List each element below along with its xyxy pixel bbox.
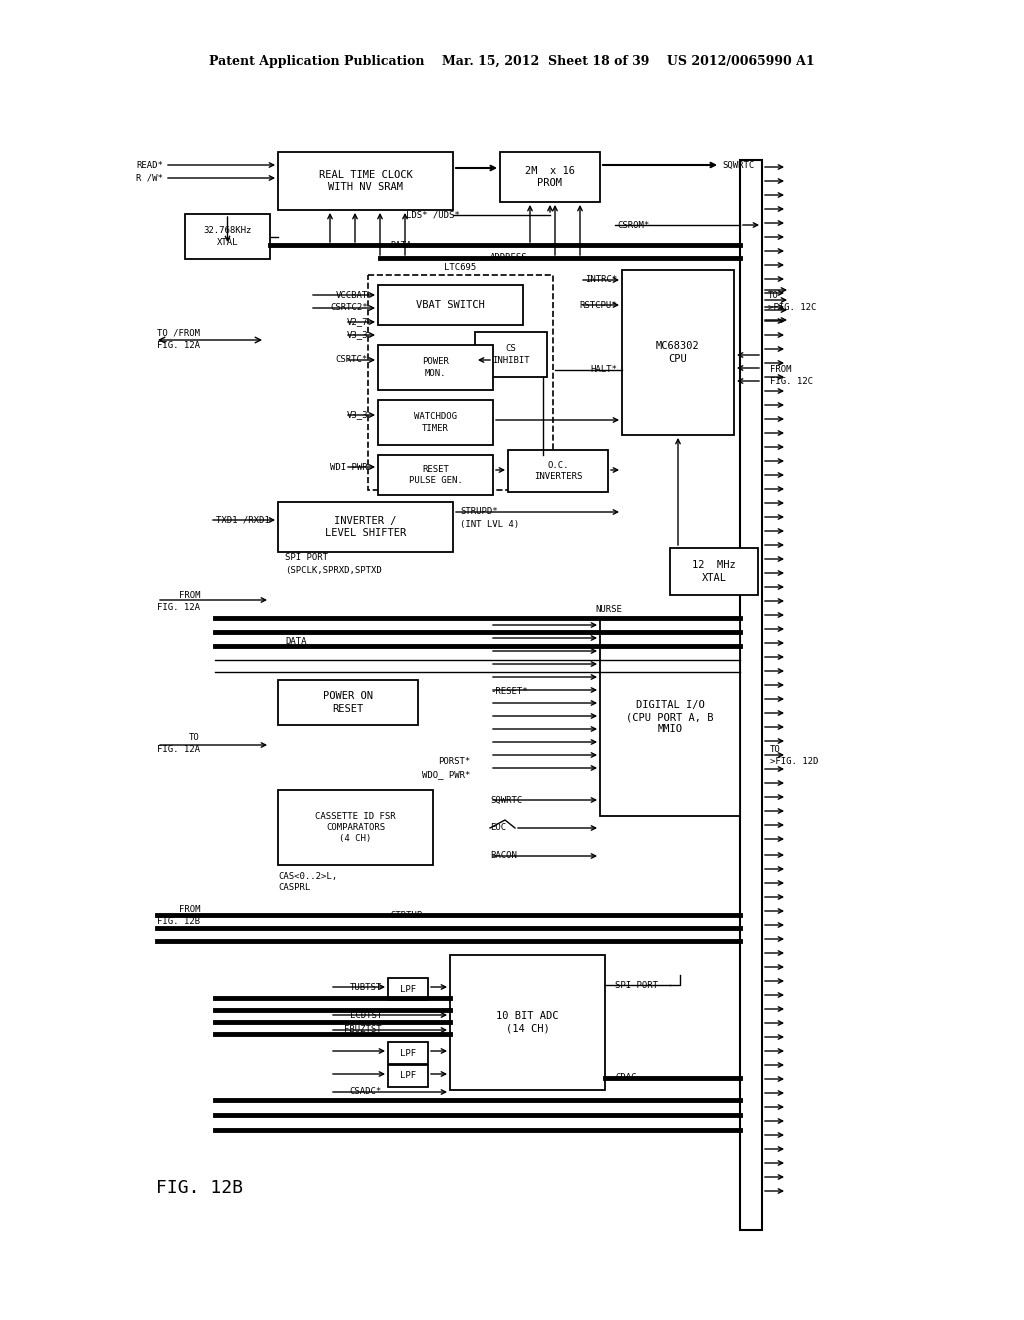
Bar bbox=[388, 978, 428, 1001]
Text: (INT LVL 4): (INT LVL 4) bbox=[460, 520, 519, 528]
Text: TO: TO bbox=[189, 734, 200, 742]
Text: CS
INHIBIT: CS INHIBIT bbox=[493, 345, 529, 364]
Text: PORST*: PORST* bbox=[437, 758, 470, 767]
Text: STRTUP: STRTUP bbox=[390, 911, 422, 920]
Text: LTC695: LTC695 bbox=[444, 263, 476, 272]
Bar bbox=[740, 160, 762, 1230]
Text: FIG. 12A: FIG. 12A bbox=[157, 341, 200, 350]
Text: R /W*: R /W* bbox=[136, 173, 163, 182]
Text: V2_7: V2_7 bbox=[346, 318, 368, 326]
Bar bbox=[450, 954, 605, 1090]
Text: FROM: FROM bbox=[178, 590, 200, 599]
Text: SPI PORT: SPI PORT bbox=[285, 553, 328, 562]
Bar bbox=[622, 271, 734, 436]
Text: LDS* /UDS*: LDS* /UDS* bbox=[407, 210, 460, 219]
Bar bbox=[368, 275, 553, 490]
Bar bbox=[500, 152, 600, 202]
Text: FIG. 12A: FIG. 12A bbox=[157, 602, 200, 611]
Text: REAL TIME CLOCK
WITH NV SRAM: REAL TIME CLOCK WITH NV SRAM bbox=[318, 170, 413, 193]
Text: VBAT SWITCH: VBAT SWITCH bbox=[416, 300, 485, 310]
Text: V3_3: V3_3 bbox=[346, 330, 368, 339]
Text: DIGITAL I/O
(CPU PORT A, B
MMIO: DIGITAL I/O (CPU PORT A, B MMIO bbox=[627, 700, 714, 734]
Text: 10 BIT ADC
(14 CH): 10 BIT ADC (14 CH) bbox=[497, 1011, 559, 1034]
Bar bbox=[378, 455, 493, 495]
Text: DATA: DATA bbox=[285, 638, 306, 647]
Text: MC68302
CPU: MC68302 CPU bbox=[656, 342, 699, 364]
Text: FIG. 12A: FIG. 12A bbox=[157, 746, 200, 755]
Text: HALT*: HALT* bbox=[590, 366, 617, 375]
Text: INVERTER /
LEVEL SHIFTER: INVERTER / LEVEL SHIFTER bbox=[325, 516, 407, 539]
Text: POWER
MON.: POWER MON. bbox=[422, 358, 449, 378]
Text: LPF: LPF bbox=[400, 1072, 416, 1081]
Text: O.C.
INVERTERS: O.C. INVERTERS bbox=[534, 461, 583, 480]
Text: CSRTC2*: CSRTC2* bbox=[331, 304, 368, 313]
Bar bbox=[475, 333, 547, 378]
Bar bbox=[378, 400, 493, 445]
Text: WDO_ PWR*: WDO_ PWR* bbox=[422, 771, 470, 780]
Text: TXD1 /RXD1: TXD1 /RXD1 bbox=[216, 516, 270, 524]
Text: DATA: DATA bbox=[390, 240, 412, 249]
Text: LCDTST: LCDTST bbox=[350, 1011, 382, 1019]
Text: FIG. 12B: FIG. 12B bbox=[157, 917, 200, 927]
Text: CASSETTE ID FSR
COMPARATORS
(4 CH): CASSETTE ID FSR COMPARATORS (4 CH) bbox=[315, 812, 396, 843]
Text: CASPRL: CASPRL bbox=[278, 883, 310, 892]
Bar bbox=[670, 548, 758, 595]
Bar bbox=[278, 680, 418, 725]
Text: TO /FROM: TO /FROM bbox=[157, 329, 200, 338]
Text: TO: TO bbox=[770, 746, 780, 755]
Text: >FIG. 12D: >FIG. 12D bbox=[770, 758, 818, 767]
Bar bbox=[278, 789, 433, 865]
Text: WDI PWR: WDI PWR bbox=[331, 462, 368, 471]
Text: CSRTC*: CSRTC* bbox=[336, 355, 368, 364]
Text: POWER ON
RESET: POWER ON RESET bbox=[323, 692, 373, 714]
Text: CSADC*: CSADC* bbox=[350, 1088, 382, 1097]
Text: 2M  x 16
PROM: 2M x 16 PROM bbox=[525, 166, 575, 189]
Text: GDAC: GDAC bbox=[615, 1073, 637, 1082]
Text: READ*: READ* bbox=[136, 161, 163, 169]
Bar bbox=[388, 1065, 428, 1086]
Bar bbox=[378, 285, 523, 325]
Text: EOC: EOC bbox=[490, 824, 506, 833]
Bar bbox=[278, 502, 453, 552]
Bar bbox=[508, 450, 608, 492]
Text: SPI PORT: SPI PORT bbox=[615, 981, 658, 990]
Text: LPF: LPF bbox=[400, 985, 416, 994]
Text: FIG. 12B: FIG. 12B bbox=[156, 1179, 243, 1197]
Text: (SPCLK,SPRXD,SPTXD: (SPCLK,SPRXD,SPTXD bbox=[285, 565, 382, 574]
Text: Patent Application Publication    Mar. 15, 2012  Sheet 18 of 39    US 2012/00659: Patent Application Publication Mar. 15, … bbox=[209, 55, 815, 69]
Bar bbox=[600, 618, 740, 816]
Text: SQWRTC: SQWRTC bbox=[722, 161, 755, 169]
Bar bbox=[278, 152, 453, 210]
Text: TUBTST: TUBTST bbox=[350, 982, 382, 991]
Text: ADDRESS: ADDRESS bbox=[490, 253, 527, 263]
Text: SQWRTC: SQWRTC bbox=[490, 796, 522, 804]
Text: RESET
PULSE GEN.: RESET PULSE GEN. bbox=[409, 465, 463, 484]
Text: STRUPD*: STRUPD* bbox=[460, 507, 498, 516]
Bar bbox=[378, 345, 493, 389]
Text: WATCHDOG
TIMER: WATCHDOG TIMER bbox=[414, 412, 457, 433]
Text: FROM: FROM bbox=[178, 906, 200, 915]
Text: CAS<0..2>L,: CAS<0..2>L, bbox=[278, 871, 337, 880]
Text: FROM: FROM bbox=[770, 366, 792, 375]
Text: -RESET*: -RESET* bbox=[490, 688, 527, 697]
Text: RSTCPU*: RSTCPU* bbox=[580, 301, 617, 309]
Text: >FIG. 12C: >FIG. 12C bbox=[768, 302, 816, 312]
Text: 32.768KHz
XTAL: 32.768KHz XTAL bbox=[204, 227, 252, 247]
Text: FBUZTST: FBUZTST bbox=[344, 1026, 382, 1035]
Text: BACON: BACON bbox=[490, 851, 517, 861]
Text: LPF: LPF bbox=[400, 1048, 416, 1057]
Text: 12  MHz
XTAL: 12 MHz XTAL bbox=[692, 560, 736, 582]
Bar bbox=[185, 214, 270, 259]
Text: VCCBAT: VCCBAT bbox=[336, 290, 368, 300]
Text: FIG. 12C: FIG. 12C bbox=[770, 378, 813, 387]
Text: INTRC*: INTRC* bbox=[585, 276, 617, 285]
Text: CSROM*: CSROM* bbox=[617, 220, 649, 230]
Bar bbox=[388, 1041, 428, 1064]
Text: NURSE: NURSE bbox=[595, 606, 622, 615]
Text: TO: TO bbox=[768, 290, 778, 300]
Text: V3_3: V3_3 bbox=[346, 411, 368, 420]
